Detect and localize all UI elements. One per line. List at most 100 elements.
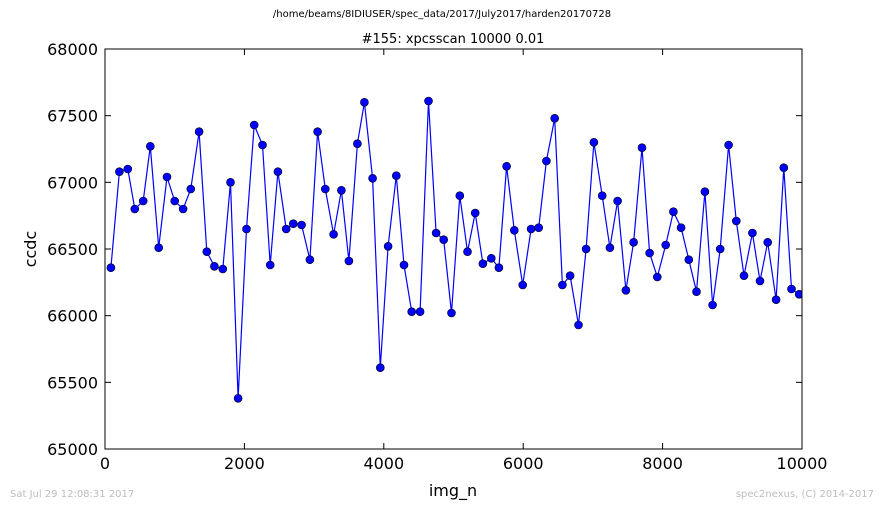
data-point (407, 307, 417, 317)
data-point (715, 244, 725, 254)
data-point (542, 156, 551, 166)
data-point (463, 247, 472, 256)
y-tick-label: 68000 (47, 40, 98, 59)
data-point (424, 96, 433, 106)
data-point (621, 285, 631, 295)
data-point (353, 139, 362, 148)
data-point (305, 255, 315, 265)
footer-credit: spec2nexus, (C) 2014-2017 (735, 489, 874, 500)
x-tick-label: 4000 (363, 454, 404, 473)
data-point (210, 261, 219, 271)
data-point (146, 142, 155, 151)
data-point (115, 167, 124, 176)
y-tick-label: 67000 (47, 173, 98, 192)
data-point (558, 280, 567, 290)
data-point (130, 204, 140, 214)
data-point (447, 308, 456, 318)
data-point (320, 184, 330, 194)
data-point (518, 280, 528, 290)
data-point (273, 167, 283, 176)
data-point (391, 171, 401, 180)
data-point (486, 253, 496, 263)
data-point (645, 248, 654, 258)
data-point (676, 223, 686, 232)
data-point (258, 140, 267, 150)
data-point (724, 140, 733, 150)
data-point (329, 230, 338, 239)
x-axis-label: img_n (429, 481, 477, 501)
data-point (509, 226, 519, 235)
data-point (226, 178, 235, 187)
data-point (692, 287, 701, 297)
data-point (202, 247, 212, 256)
series-line (110, 100, 800, 399)
data-point (337, 186, 346, 195)
data-point (265, 260, 275, 270)
data-point (415, 307, 425, 317)
y-tick-label: 67500 (47, 107, 98, 126)
data-point (439, 235, 449, 244)
data-point (186, 184, 196, 194)
data-point (368, 174, 377, 183)
data-point (249, 120, 259, 130)
x-tick-label: 2000 (224, 454, 265, 473)
data-point (281, 224, 291, 234)
data-point (154, 243, 163, 252)
x-tick-label: 8000 (642, 454, 683, 473)
data-point (700, 187, 710, 196)
data-point (771, 295, 781, 305)
data-point (233, 393, 243, 403)
data-point (748, 228, 757, 238)
data-point (123, 164, 133, 174)
y-tick-label: 66000 (47, 307, 98, 326)
data-point (787, 284, 796, 294)
x-tick-label: 6000 (503, 454, 544, 473)
data-point (637, 143, 647, 152)
x-tick-label: 0 (100, 454, 110, 473)
y-tick-label: 65000 (47, 440, 98, 459)
data-point (581, 244, 591, 254)
data-point (218, 264, 228, 274)
data-point (589, 138, 599, 147)
y-tick-label: 65500 (47, 373, 98, 392)
series-layer (106, 96, 802, 403)
data-point (794, 290, 802, 299)
data-point (288, 219, 298, 228)
data-point (629, 238, 638, 247)
data-point (779, 163, 789, 172)
data-point (478, 259, 488, 269)
x-tick-label: 10000 (777, 454, 828, 473)
data-point (763, 238, 773, 247)
data-point (178, 204, 188, 214)
data-point (344, 256, 354, 266)
data-point (613, 196, 622, 206)
data-point (360, 98, 369, 107)
data-point (684, 255, 694, 265)
y-tick-label: 66500 (47, 240, 98, 259)
data-point (550, 114, 560, 123)
data-point (708, 300, 717, 310)
data-point (494, 263, 504, 273)
chart-title: #155: xpcsscan 10000 0.01 (362, 32, 545, 47)
data-point (162, 172, 172, 182)
footer-timestamp: Sat Jul 29 12:08:31 2017 (10, 489, 135, 500)
data-point (597, 191, 607, 200)
data-point (375, 363, 385, 373)
data-point (455, 191, 465, 200)
data-point (739, 271, 749, 281)
data-point (574, 320, 583, 330)
data-point (399, 260, 409, 270)
data-point (313, 127, 322, 136)
data-point (194, 127, 204, 136)
data-point (297, 220, 306, 230)
data-point (661, 240, 671, 250)
data-point (731, 216, 741, 226)
data-point (242, 224, 251, 234)
figure-path-title: /home/beams/8IDIUSER/spec_data/2017/July… (272, 9, 612, 20)
data-point (565, 271, 575, 281)
data-point (652, 272, 662, 282)
data-point (755, 276, 765, 286)
y-axis-label: ccdc (21, 231, 40, 268)
